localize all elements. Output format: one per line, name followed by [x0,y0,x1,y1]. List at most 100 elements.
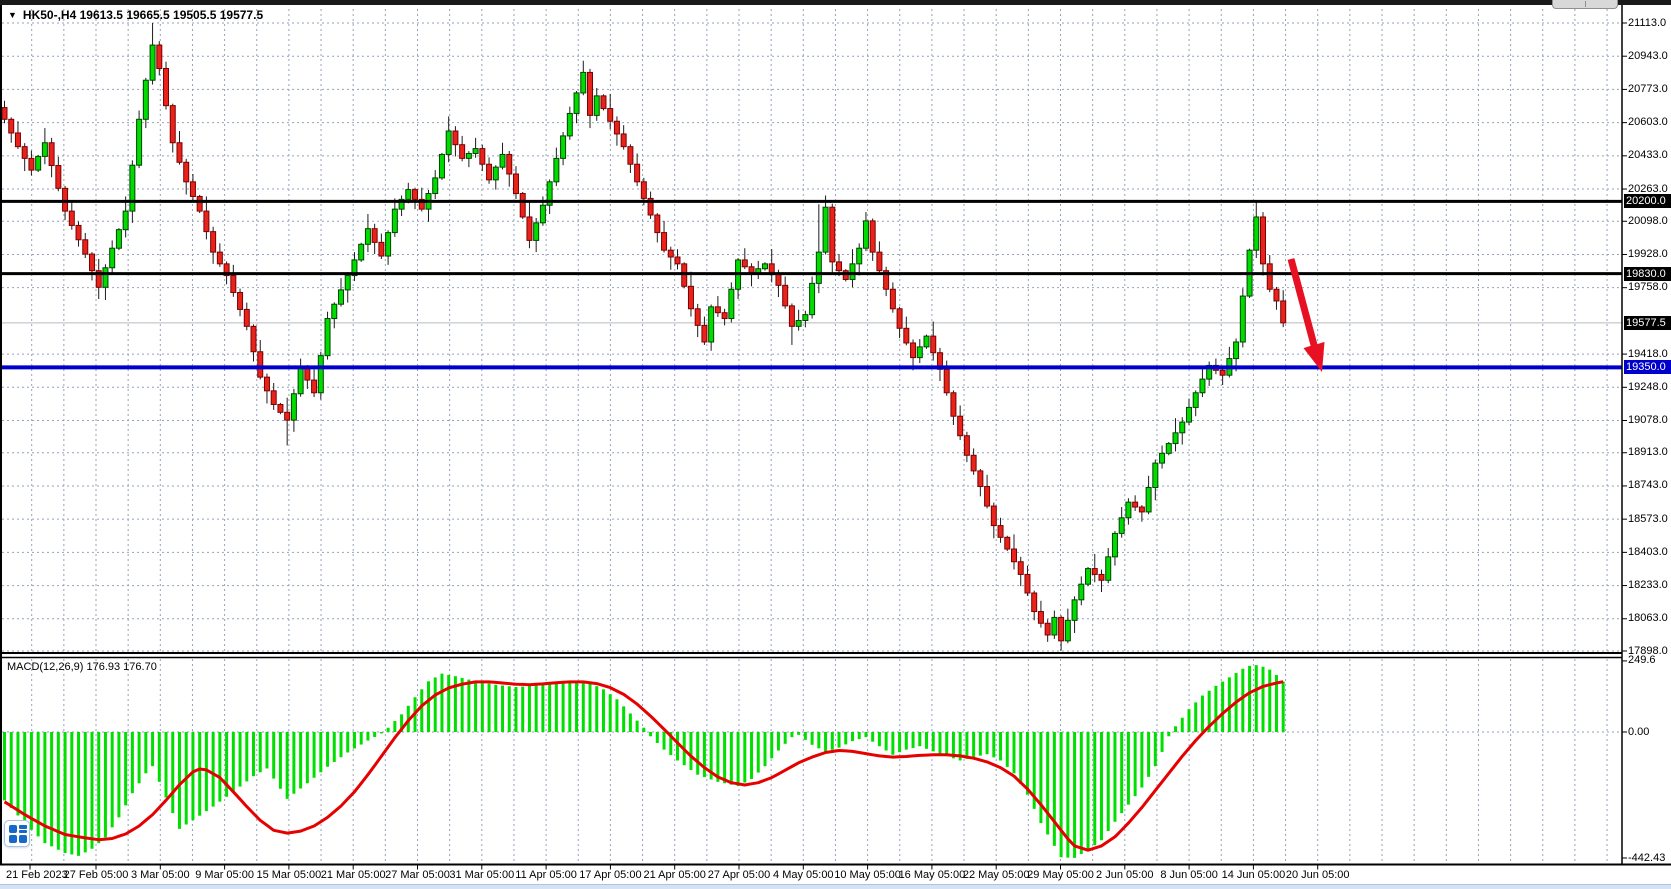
candle-down [957,415,964,437]
candle-down [216,251,223,265]
candle-up [862,220,869,249]
price-axis-tick-label: 19248.0 [1628,380,1668,393]
panel-collapse-tab[interactable] [1552,0,1618,9]
candle-down [741,259,748,268]
candle-up [802,314,809,321]
grid-icon-bar [19,825,27,829]
candle-down [459,144,466,159]
time-axis-label: 21 Feb 2023 [6,869,68,881]
candle-down [48,142,55,167]
candle-down [28,157,35,171]
candle-down [311,379,318,394]
candle-down [1098,573,1105,581]
candle-down [21,146,28,159]
candle-down [1004,536,1011,550]
candle-up [1078,583,1085,601]
candle-down [230,275,237,293]
candle-up [472,148,479,154]
tab-divider [1585,1,1586,7]
candle-up [391,208,398,234]
trend-arrow-annotation[interactable] [1287,258,1325,372]
candle-up [1125,501,1132,519]
candle-up [1165,443,1172,454]
time-axis-label: 8 Jun 05:00 [1160,869,1218,881]
candle-down [55,165,62,189]
candle-down [183,161,190,183]
candle-down [687,285,694,310]
candle-up [593,95,600,116]
candle-down [943,368,950,394]
candle-up [1105,556,1112,581]
chevron-down-icon[interactable]: ▼ [8,10,17,20]
candle-down [782,284,789,307]
candle-up [499,153,506,168]
candle-down [997,525,1004,538]
time-axis-label: 27 Apr 05:00 [707,869,771,881]
candle-up [580,71,587,94]
time-axis-label: 31 Mar 05:00 [449,869,515,881]
candle-down [1024,573,1031,594]
price-axis-tick-label: 18743.0 [1628,479,1668,492]
price-axis-tick-label: 20943.0 [1628,49,1668,62]
current-price-chip: 19577.5 [1624,315,1671,330]
candle-down [775,274,782,286]
price-axis-tick-label: 20263.0 [1628,182,1668,195]
candle-down [1044,622,1051,636]
candle-down [889,288,896,310]
candle-up [1253,216,1260,251]
candle-up [102,267,109,288]
candle-down [1138,506,1145,513]
grid-icon-bar [19,829,27,833]
candle-down [169,105,176,144]
candle-down [613,120,620,135]
candle-up [1192,392,1199,408]
candle-down [486,163,493,181]
candle-down [883,270,890,290]
candle-down [1091,568,1098,575]
candle-up [492,166,499,181]
candle-down [634,163,641,183]
candle-down [95,270,102,288]
time-axis-label: 11 Apr 05:00 [515,869,577,881]
price-axis-tick-label: 18063.0 [1628,612,1668,625]
candle-up [708,306,715,343]
candle-down [75,224,82,241]
price-axis-tick-label: 18913.0 [1628,446,1668,459]
candle-down [479,148,486,165]
candle-down [587,71,594,116]
candle-up [923,335,930,348]
candle-down [452,130,459,146]
candle-up [324,318,331,357]
candle-down [1031,592,1038,613]
candle-up [1064,619,1071,642]
candle-up [1051,616,1058,636]
candle-down [203,210,210,233]
price-axis-tick-label: 19418.0 [1628,347,1668,360]
candle-down [1,107,8,120]
candle-down [68,210,75,226]
candle-down [88,253,95,272]
candle-down [721,312,728,320]
candle-up [364,228,371,245]
candle-down [1219,369,1226,376]
macd-axis-tick-label: 249.6 [1628,654,1656,667]
candle-up [438,153,445,179]
candle-down [163,68,170,107]
candle-up [351,259,358,277]
time-axis-label: 14 Jun 05:00 [1221,869,1286,881]
candle-down [519,193,526,218]
candle-up [122,210,129,231]
macd-axis-tick-label: 0.00 [1628,725,1650,738]
candle-down [176,142,183,163]
candle-down [189,181,196,197]
candle-up [1239,295,1246,343]
candle-down [263,376,270,392]
candle-down [418,198,425,210]
price-axis-tick-label: 18573.0 [1628,512,1668,525]
candle-up [1085,568,1092,585]
candle-down [829,206,836,263]
candle-up [290,393,297,421]
candle-up [815,251,822,284]
grid-widget-button[interactable] [4,820,30,847]
